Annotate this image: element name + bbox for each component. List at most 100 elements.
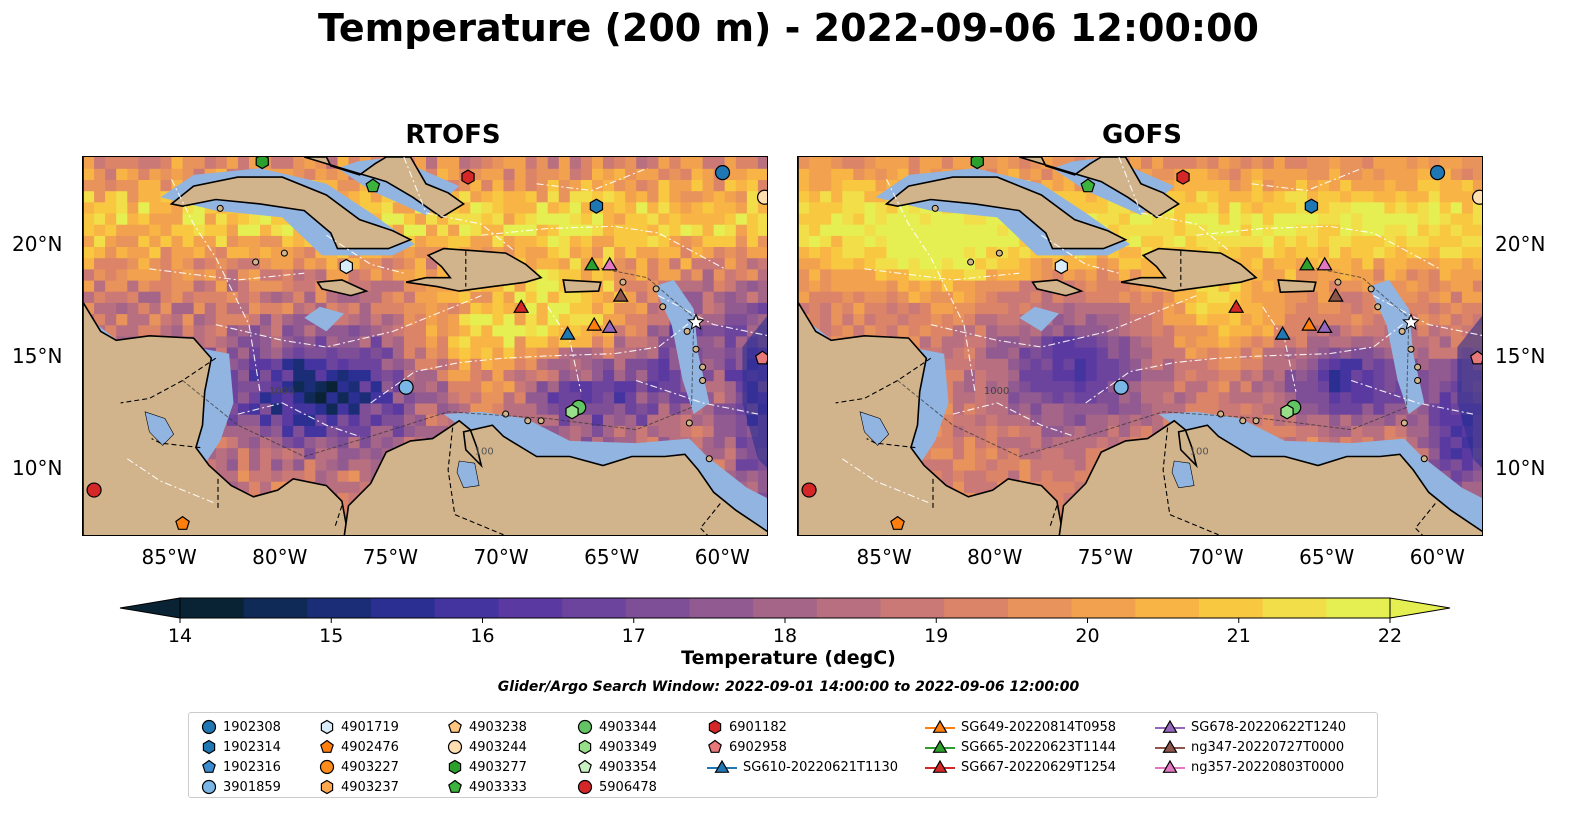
- marker-5906478-gofs[interactable]: [801, 482, 817, 498]
- lon-tick-label: 70°W: [1188, 545, 1244, 569]
- legend-item-label: 4903244: [469, 739, 527, 755]
- marker-4903244-gofs[interactable]: [1471, 189, 1483, 205]
- triangle-icon: [1155, 739, 1185, 753]
- legend-item-label: 4901719: [341, 719, 399, 735]
- legend-item-label: ng357-20220803T0000: [1191, 759, 1345, 775]
- marker-4903277-rtofs[interactable]: [255, 157, 269, 170]
- marker-4903349-rtofs[interactable]: [565, 404, 579, 420]
- map-panel-rtofs[interactable]: 100 1000: [82, 156, 768, 536]
- marker-1902308-rtofs[interactable]: [714, 165, 731, 181]
- marker-4903244-rtofs[interactable]: [756, 189, 768, 205]
- legend-item-label: SG667-20220629T1254: [961, 759, 1117, 775]
- legend-item: 4903349: [577, 737, 657, 757]
- land-bahamas: [304, 157, 466, 219]
- legend-item: 4903244: [447, 737, 527, 757]
- svg-text:1000: 1000: [984, 386, 1009, 397]
- lat-tick-label: 10°N: [12, 455, 63, 480]
- map-panel-gofs[interactable]: 100 1000: [797, 156, 1483, 536]
- colorbar-segment: [1135, 598, 1200, 618]
- lon-tick-label: 80°W: [967, 545, 1023, 569]
- lat-tick-label: 15°N: [1495, 344, 1546, 369]
- legend-item: 4901719: [319, 717, 399, 737]
- star-marker-gofs: [1402, 313, 1420, 331]
- colorbar-segment: [880, 598, 945, 618]
- marker-1902314-gofs[interactable]: [1304, 198, 1319, 214]
- lon-tick-label: 65°W: [1299, 545, 1355, 569]
- lon-tick-label: 85°W: [856, 545, 912, 569]
- lon-tick-label: 65°W: [584, 545, 640, 569]
- legend-item: SG649-20220814T0958: [925, 717, 1116, 737]
- marker-SG649-20220814T0958-rtofs[interactable]: [586, 316, 603, 331]
- legend: 1902308 1902314 1902316 3901859 4901719 49024…: [188, 712, 1378, 798]
- star-marker-rtofs: [687, 313, 705, 331]
- triangle-icon: [925, 719, 955, 733]
- panel-title-rtofs: RTOFS: [405, 120, 501, 150]
- legend-item: 5906478: [577, 777, 657, 797]
- colorbar: 14 15 16 17 18 19 20 21 22: [119, 597, 1451, 647]
- svg-text:100: 100: [475, 446, 494, 457]
- colorbar-segment: [1326, 598, 1391, 618]
- marker-4901719-rtofs[interactable]: [339, 258, 353, 275]
- lon-tick-label: 70°W: [473, 545, 529, 569]
- marker-4901719-gofs[interactable]: [1054, 258, 1068, 275]
- legend-item-label: 3901859: [223, 779, 281, 795]
- hexagon-icon: [578, 739, 592, 755]
- legend-item: 4903237: [319, 777, 399, 797]
- colorbar-tick-label: 14: [168, 625, 192, 647]
- legend-item-label: 1902308: [223, 719, 281, 735]
- marker-ng357-20220803T0000-rtofs[interactable]: [601, 256, 618, 271]
- marker-SG678-20220622T1240-gofs[interactable]: [1316, 319, 1333, 333]
- marker-SG649-20220814T0958-gofs[interactable]: [1301, 316, 1318, 331]
- legend-item-label: 4902476: [341, 739, 399, 755]
- marker-6901182-rtofs[interactable]: [461, 169, 475, 185]
- marker-5906478-rtofs[interactable]: [86, 482, 102, 498]
- marker-6902958-rtofs[interactable]: [754, 350, 768, 365]
- marker-3901859-rtofs[interactable]: [398, 379, 414, 395]
- legend-item: 4903227: [319, 757, 399, 777]
- marker-ng347-20220727T0000-rtofs[interactable]: [612, 287, 629, 302]
- colorbar-segment: [498, 598, 563, 618]
- lon-tick-label: 60°W: [1409, 545, 1465, 569]
- pentagon-icon: [202, 759, 216, 773]
- marker-4903333-gofs[interactable]: [1080, 178, 1096, 193]
- legend-item-label: 4903344: [599, 719, 657, 735]
- lon-tick-label: 75°W: [1077, 545, 1134, 569]
- marker-SG667-20220629T1254-gofs[interactable]: [1228, 299, 1245, 313]
- marker-6902958-gofs[interactable]: [1469, 350, 1483, 365]
- hexagon-icon: [708, 719, 722, 735]
- triangle-icon: [1155, 719, 1185, 733]
- legend-item-label: 4903354: [599, 759, 657, 775]
- hexagon-icon: [320, 719, 334, 735]
- colorbar-tick-label: 21: [1227, 625, 1251, 647]
- marker-SG610-20220621T1130-gofs[interactable]: [1274, 325, 1291, 340]
- marker-1902314-rtofs[interactable]: [589, 198, 604, 214]
- marker-4902476-gofs[interactable]: [890, 515, 905, 530]
- marker-4903349-gofs[interactable]: [1280, 404, 1294, 420]
- colorbar-segment: [243, 598, 308, 618]
- circle-icon: [577, 779, 593, 795]
- legend-item-label: ng347-20220727T0000: [1191, 739, 1345, 755]
- marker-SG667-20220629T1254-rtofs[interactable]: [513, 299, 530, 313]
- legend-item-label: 4903227: [341, 759, 399, 775]
- marker-SG678-20220622T1240-rtofs[interactable]: [601, 319, 618, 333]
- land-bahamas: [1019, 157, 1181, 219]
- temperature-map-rtofs: 100 1000: [83, 157, 768, 535]
- legend-item: 4902476: [319, 737, 399, 757]
- land-jamaica: [316, 279, 369, 297]
- marker-3901859-gofs[interactable]: [1113, 379, 1129, 395]
- marker-ng347-20220727T0000-gofs[interactable]: [1327, 287, 1344, 302]
- marker-SG610-20220621T1130-rtofs[interactable]: [559, 325, 576, 340]
- marker-SG665-20220623T1144-gofs[interactable]: [1298, 256, 1315, 271]
- hexagon-icon: [448, 759, 462, 775]
- triangle-icon: [707, 759, 737, 773]
- marker-ng357-20220803T0000-gofs[interactable]: [1316, 256, 1333, 271]
- legend-item: 1902316: [201, 757, 281, 777]
- marker-1902308-gofs[interactable]: [1429, 165, 1446, 181]
- marker-6901182-gofs[interactable]: [1176, 169, 1190, 185]
- marker-4903277-gofs[interactable]: [970, 157, 984, 170]
- marker-4903333-rtofs[interactable]: [365, 178, 381, 193]
- lon-tick-label: 60°W: [694, 545, 750, 569]
- marker-4902476-rtofs[interactable]: [175, 515, 190, 530]
- marker-SG665-20220623T1144-rtofs[interactable]: [583, 256, 600, 271]
- colorbar-segment: [625, 598, 690, 618]
